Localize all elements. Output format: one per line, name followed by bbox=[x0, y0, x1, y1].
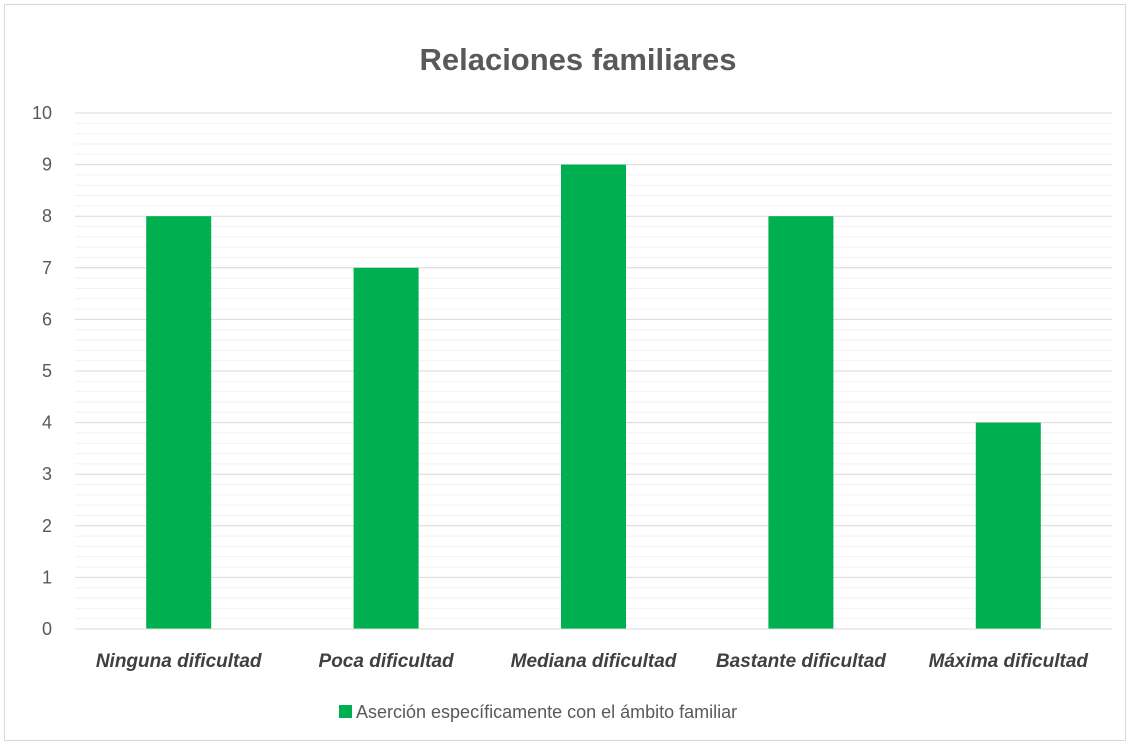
bar bbox=[561, 164, 626, 629]
x-tick-label: Ninguna dificultad bbox=[96, 651, 262, 672]
y-tick-label: 7 bbox=[42, 258, 52, 278]
y-tick-label: 6 bbox=[42, 309, 52, 329]
y-axis: 0 1 2 3 4 5 6 7 8 9 10 bbox=[32, 103, 52, 639]
y-tick-label: 9 bbox=[42, 155, 52, 175]
y-tick-label: 2 bbox=[42, 516, 52, 536]
x-axis: Ninguna dificultad Poca dificultad Mediana… bbox=[75, 628, 1112, 672]
legend-label: Aserción específicamente con el ámbito f… bbox=[356, 702, 737, 722]
y-tick-label: 8 bbox=[42, 206, 52, 226]
bar bbox=[146, 216, 212, 629]
y-tick-label: 1 bbox=[42, 567, 52, 587]
y-tick-label: 3 bbox=[42, 464, 52, 484]
bar bbox=[768, 216, 834, 629]
x-tick-label: Máxima dificultad bbox=[929, 651, 1089, 672]
x-tick-label: Bastante dificultad bbox=[716, 651, 886, 672]
y-tick-label: 4 bbox=[42, 413, 52, 433]
y-tick-label: 5 bbox=[42, 361, 52, 381]
legend: Aserción específicamente con el ámbito f… bbox=[339, 702, 737, 722]
bars bbox=[146, 164, 1041, 629]
y-tick-label: 0 bbox=[42, 619, 52, 639]
x-tick-label: Mediana dificultad bbox=[511, 651, 677, 672]
legend-swatch bbox=[339, 705, 352, 718]
y-tick-label: 10 bbox=[32, 103, 52, 123]
x-tick-label: Poca dificultad bbox=[319, 651, 455, 672]
bar bbox=[975, 422, 1041, 629]
bar bbox=[353, 267, 419, 629]
chart-title: Relaciones familiares bbox=[419, 42, 736, 77]
